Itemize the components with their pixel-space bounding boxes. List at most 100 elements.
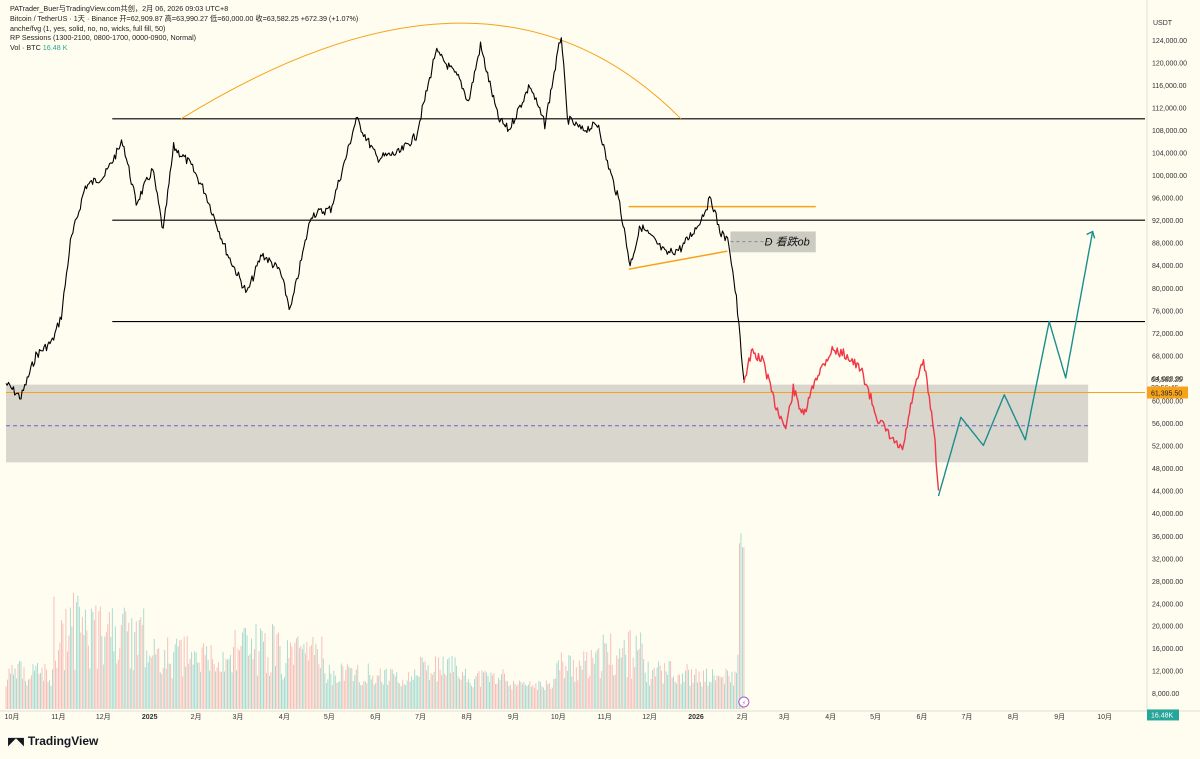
volume-bar — [363, 681, 365, 709]
volume-bar — [686, 664, 688, 709]
volume-tick-label: 24,000.00 — [1152, 601, 1183, 608]
volume-bar — [257, 675, 258, 709]
volume-bar — [101, 635, 103, 709]
volume-bar — [584, 660, 586, 709]
volume-bar — [542, 687, 544, 709]
volume-bar — [38, 674, 40, 709]
volume-bar — [694, 674, 695, 709]
volume-bar — [638, 648, 640, 709]
volume-bar — [370, 679, 372, 709]
volume-bar — [342, 666, 344, 709]
volume-bar — [685, 670, 687, 709]
volume-bar — [641, 643, 643, 709]
volume-bar — [206, 646, 208, 709]
volume-bar — [264, 633, 266, 709]
volume-bar — [221, 671, 223, 709]
price-tick-label: 108,000.00 — [1152, 128, 1187, 135]
volume-bar — [524, 684, 526, 709]
volume-bar — [625, 654, 627, 709]
volume-bar — [132, 669, 134, 709]
volume-bar — [110, 636, 112, 709]
volume-bar — [656, 667, 658, 709]
volume-bar — [254, 649, 255, 709]
volume-bar — [655, 676, 657, 709]
volume-bar — [565, 665, 567, 709]
volume-bar — [361, 685, 363, 709]
volume-bar — [391, 669, 393, 709]
volume-bar — [613, 675, 615, 709]
volume-bar — [120, 625, 122, 709]
volume-bar — [276, 634, 278, 709]
volume-bar — [538, 680, 540, 709]
volume-bar — [167, 637, 169, 709]
volume-bar — [466, 682, 468, 709]
volume-bar — [125, 611, 127, 709]
volume-bar — [336, 682, 338, 709]
volume-bar — [56, 667, 58, 709]
volume-bar — [212, 659, 214, 709]
price-tick-label: 100,000.00 — [1152, 173, 1187, 180]
volume-bar — [725, 668, 727, 709]
volume-bar — [222, 651, 224, 709]
volume-bar — [468, 679, 469, 709]
volume-bar — [427, 665, 429, 709]
volume-bar — [438, 657, 440, 709]
volume-bar — [412, 679, 414, 709]
volume-bar — [49, 680, 50, 709]
volume-bar — [357, 664, 359, 709]
volume-bar — [408, 671, 410, 709]
volume-bar — [520, 681, 522, 709]
volume-bar — [34, 670, 35, 709]
price-tick-label: 92,000.00 — [1152, 218, 1183, 225]
tradingview-logo[interactable]: ◤◥ TradingView — [8, 734, 98, 748]
legend-indicator-fvg[interactable]: anche/fvg (1, yes, solid, no, no, wicks,… — [10, 23, 166, 33]
volume-bar — [243, 628, 245, 709]
legend-symbol[interactable]: Bitcoin / TetherUS · 1天 · Binance — [10, 13, 118, 23]
volume-bar — [475, 676, 477, 709]
volume-bar — [230, 655, 232, 709]
time-tick-label: 4月 — [825, 713, 836, 721]
time-tick-label: 6月 — [370, 713, 381, 721]
volume-bar — [448, 657, 450, 709]
volume-bar — [647, 661, 649, 709]
volume-bar — [310, 645, 312, 709]
volume-bar — [384, 670, 386, 709]
volume-bar — [68, 635, 70, 709]
volume-bar — [318, 664, 320, 709]
volume-bar — [171, 678, 173, 709]
volume-bar — [13, 674, 14, 709]
volume-bar — [352, 681, 354, 709]
volume-bar — [213, 664, 215, 709]
currency-label[interactable]: USDT — [1153, 20, 1173, 27]
legend-indicator-sessions[interactable]: RP Sessions (1300-2100, 0800-1700, 0000-… — [10, 33, 197, 43]
volume-bar — [14, 668, 16, 709]
volume-bar — [730, 682, 731, 709]
volume-bar — [716, 675, 718, 709]
volume-bar — [75, 602, 77, 709]
volume-bar — [572, 659, 574, 709]
volume-bar — [586, 652, 588, 709]
volume-bar — [554, 678, 556, 709]
volume-bar — [477, 673, 478, 709]
volume-bar — [98, 611, 100, 709]
volume-bar — [289, 642, 291, 709]
legend-volume[interactable]: Vol · BTC 16.48 K — [10, 43, 358, 53]
volume-bar — [248, 655, 249, 709]
volume-bar — [670, 661, 672, 709]
time-tick-label: 3月 — [779, 713, 790, 721]
volume-bar — [66, 651, 68, 709]
volume-bar — [19, 660, 20, 709]
volume-bar — [117, 659, 119, 709]
volume-bar — [74, 669, 76, 709]
volume-bar — [255, 624, 257, 709]
volume-bar — [526, 686, 528, 709]
volume-bar — [11, 664, 13, 709]
volume-bar — [282, 679, 284, 709]
volume-bar — [203, 643, 205, 709]
marked-level-badge — [1147, 386, 1188, 399]
price-tick-label: 88,000.00 — [1152, 241, 1183, 248]
bearish-ob-label: D 看跌ob — [765, 236, 810, 249]
volume-bar — [37, 662, 38, 709]
